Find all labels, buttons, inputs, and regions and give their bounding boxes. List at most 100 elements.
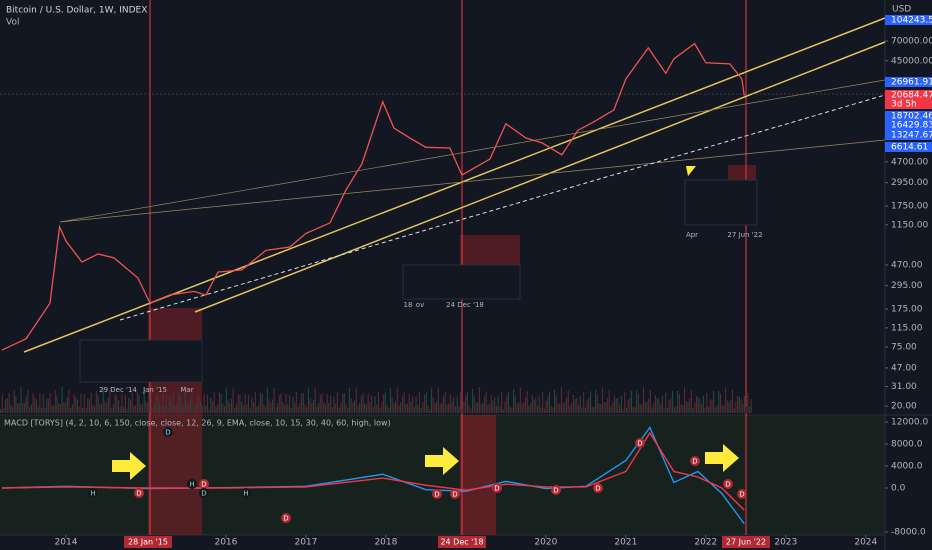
price-tick-label: 1750.00 [891, 202, 928, 212]
volume-bar [651, 407, 653, 413]
volume-bar [311, 402, 313, 413]
volume-bar [381, 402, 383, 413]
volume-bar [369, 402, 371, 413]
volume-bar [588, 397, 590, 413]
volume-bar [3, 407, 5, 413]
volume-bar [612, 402, 614, 413]
volume-bar [420, 408, 422, 413]
volume-bar [172, 392, 174, 413]
volume-bar [235, 403, 238, 413]
volume-bar [436, 401, 438, 413]
volume-bar [583, 392, 585, 413]
volume-bar [521, 403, 523, 413]
volume-bar [34, 397, 36, 413]
price-badge-label: 20684.47 [891, 91, 932, 101]
volume-bar [750, 399, 752, 413]
volume-bar [425, 392, 427, 413]
price-tick-label: 47.00 [891, 363, 917, 373]
volume-bar [191, 388, 193, 413]
volume-bar [364, 403, 366, 413]
signal-marker [690, 456, 700, 466]
volume-bar [367, 394, 369, 413]
volume-bar [47, 398, 49, 413]
volume-bar [326, 394, 328, 413]
volume-bar [278, 394, 280, 413]
inset-label: Mar [180, 386, 193, 394]
signal-marker [134, 488, 144, 498]
volume-bar [574, 399, 576, 413]
event-label: 24 Dec '18 [440, 538, 483, 547]
volume-bar [206, 394, 209, 413]
volume-bar [384, 392, 386, 413]
volume-bar [246, 404, 248, 413]
volume-bar [600, 403, 602, 413]
volume-bar [692, 407, 694, 413]
event-badge [722, 536, 770, 548]
volume-bar [164, 406, 166, 413]
volume-bar [203, 393, 205, 413]
signal-marker [492, 483, 502, 493]
volume-bar [562, 402, 564, 413]
volume-bar [593, 407, 595, 413]
volume-bar [405, 403, 407, 413]
volume-bar [116, 396, 118, 413]
volume-bar [123, 406, 125, 413]
signal-marker [88, 488, 98, 498]
volume-bar [661, 395, 663, 413]
price-tick-label: 175.00 [891, 305, 923, 315]
volume-bar [80, 393, 82, 413]
volume-bar [545, 400, 547, 413]
volume-bar [636, 390, 638, 413]
macd-tick-label: 4000.0 [891, 461, 923, 471]
insets [79, 179, 758, 383]
volume-bar [82, 407, 84, 413]
volume-bar [566, 397, 568, 413]
volume-bar [403, 392, 405, 413]
price-tick-label: 2950.00 [891, 178, 928, 188]
volume-bar [625, 407, 627, 413]
price-tick-label: 470.00 [891, 260, 923, 270]
volume-bar [670, 398, 672, 413]
volume-bar [682, 404, 684, 413]
signal-marker-label: D [434, 491, 439, 499]
volume-bar [126, 408, 128, 413]
volume-bar [514, 395, 516, 413]
event-badge [124, 536, 172, 548]
volume-bar [27, 389, 29, 413]
volume-bar [499, 406, 501, 413]
volume-bar [145, 400, 147, 413]
volume-bar [376, 404, 378, 413]
volume-bar [92, 405, 94, 413]
volume-bar [624, 392, 626, 413]
volume-bar [677, 390, 679, 413]
volume-bar [540, 407, 542, 413]
volume-bar [121, 393, 123, 413]
volume-bar [632, 406, 634, 413]
price-tick-label: 20.00 [891, 402, 917, 412]
time-tick-label: 2023 [774, 538, 797, 548]
volume-bar [56, 395, 58, 413]
volume-bar [347, 407, 349, 413]
volume-bar [656, 397, 658, 413]
volume-bar [94, 405, 96, 413]
volume-bar [58, 403, 60, 413]
volume-bar [673, 407, 675, 413]
volume-bar [268, 399, 270, 413]
volume-bar [270, 402, 272, 413]
inset-label: 29 Dec '14 [99, 386, 137, 394]
price-tick-label: 4700.00 [891, 157, 928, 167]
time-tick-label: 2016 [214, 538, 237, 548]
volume-bar [97, 395, 99, 413]
volume-bar [102, 387, 104, 413]
volume-bar [740, 399, 742, 413]
volume-bar [654, 395, 657, 413]
volume-bar [76, 399, 79, 413]
volume-bar [189, 398, 191, 413]
volume-bar [400, 402, 402, 413]
volume-bar [208, 408, 210, 413]
volume-bar [617, 398, 619, 413]
signal-marker-label: D [201, 481, 206, 489]
volume-bar [391, 397, 393, 413]
volume-bar [135, 405, 137, 413]
price-tick-label: 115.00 [891, 323, 923, 333]
